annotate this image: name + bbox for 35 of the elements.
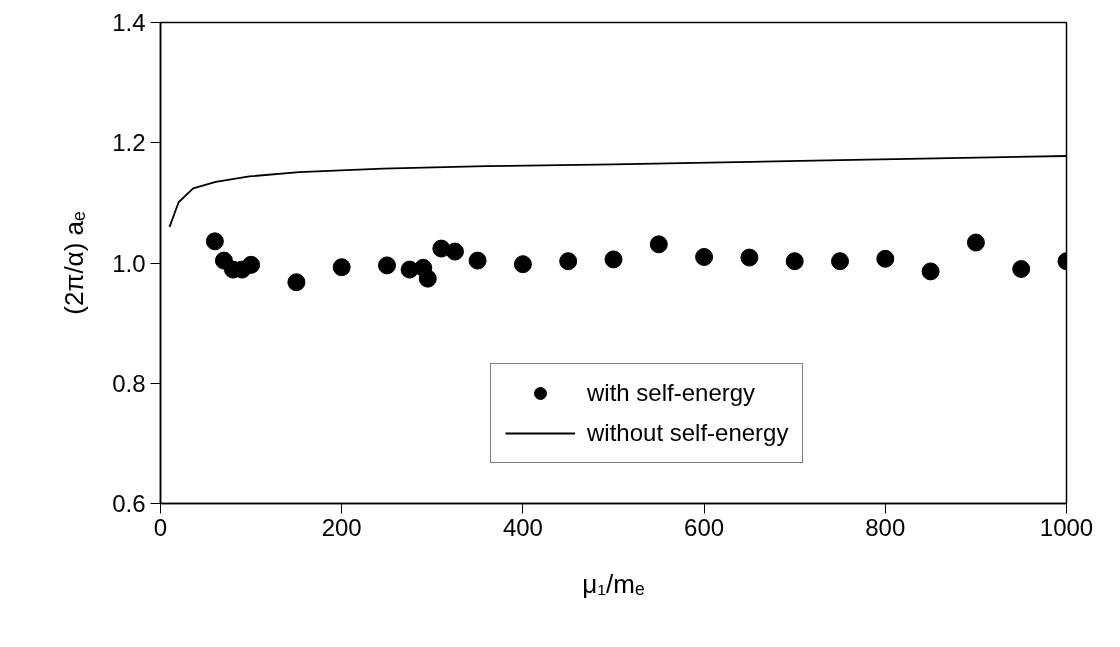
y-tick-label: 1.2	[112, 129, 146, 157]
point	[378, 256, 396, 275]
point	[649, 235, 668, 254]
y-tick-label: 1.4	[112, 9, 146, 36]
x-tick-label: 200	[321, 513, 362, 541]
point	[468, 251, 487, 270]
y-axis-title: (2π/α) aₑ	[59, 211, 90, 315]
point	[876, 249, 895, 268]
point	[921, 262, 940, 281]
point	[513, 255, 532, 274]
x-tick-label: 0	[153, 513, 168, 541]
point	[205, 232, 224, 251]
y-tick-label: 0.6	[112, 490, 146, 517]
x-axis-title: μ₁/mₑ	[582, 568, 645, 599]
x-tick-label: 600	[684, 513, 725, 541]
point	[1012, 260, 1031, 278]
point	[604, 250, 623, 269]
point	[740, 248, 759, 267]
point	[695, 248, 714, 266]
legend-label: without self-energy	[587, 419, 789, 447]
point	[559, 252, 578, 271]
y-tick-label: 0.8	[112, 369, 146, 397]
point	[332, 258, 351, 277]
point	[966, 233, 985, 252]
point	[831, 252, 849, 271]
point	[242, 255, 261, 274]
legend-label: with self-energy	[587, 379, 756, 407]
y-tick-label: 1.0	[112, 249, 146, 277]
point	[418, 269, 437, 288]
point	[445, 242, 464, 261]
x-tick-label: 400	[502, 513, 543, 541]
point	[785, 252, 804, 271]
x-tick-label: 800	[865, 513, 906, 541]
x-tick-label: 1000	[1039, 513, 1094, 541]
point	[287, 273, 306, 292]
